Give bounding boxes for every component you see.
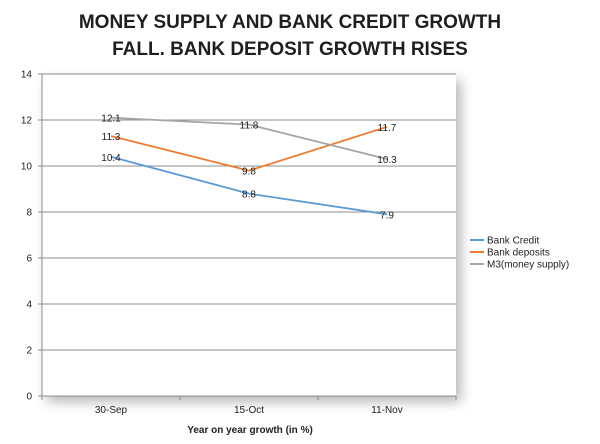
data-label: 10.4 [101, 153, 121, 164]
chart-title-line-2: FALL. BANK DEPOSIT GROWTH RISES [112, 39, 468, 60]
y-tick-label: 10 [21, 162, 33, 173]
y-tick-label: 6 [26, 254, 32, 265]
data-label: 11.3 [102, 132, 121, 143]
series-line [110, 126, 388, 172]
x-tick-label: 11-Nov [371, 405, 403, 416]
chart-title-line-1: MONEY SUPPLY AND BANK CREDIT GROWTH [79, 12, 501, 33]
series-lines [110, 116, 388, 216]
y-tick-label: 14 [21, 70, 33, 81]
data-label: 12.1 [101, 114, 121, 125]
series-line [110, 155, 388, 216]
y-tick-label: 12 [21, 116, 33, 127]
y-axis-ticks: 0 2 4 6 8 10 12 14 [21, 70, 42, 403]
data-label: 7.9 [380, 210, 394, 221]
data-labels: 10.4 8.8 7.9 11.3 9.8 11.7 12.1 11.8 10.3 [101, 114, 397, 222]
x-axis-ticks: 30-Sep 15-Oct 11-Nov [41, 396, 457, 416]
x-tick-label: 15-Oct [234, 405, 264, 416]
legend-label: Bank Credit [487, 236, 539, 247]
data-label: 8.8 [242, 190, 256, 201]
y-tick-label: 2 [26, 346, 32, 357]
legend-label: M3(money supply) [487, 260, 569, 271]
data-label: 11.7 [378, 123, 397, 134]
data-label: 11.8 [240, 121, 259, 132]
x-tick-label: 30-Sep [95, 405, 128, 416]
legend-label: Bank deposits [487, 248, 550, 259]
data-label: 9.8 [242, 167, 256, 178]
series-line [110, 116, 388, 160]
y-tick-label: 4 [26, 300, 32, 311]
y-tick-label: 0 [26, 392, 32, 403]
gridlines [42, 73, 456, 351]
axes [41, 74, 456, 397]
x-axis-title: Year on year growth (in %) [187, 425, 313, 436]
data-label: 10.3 [377, 155, 397, 166]
y-tick-label: 8 [26, 208, 32, 219]
